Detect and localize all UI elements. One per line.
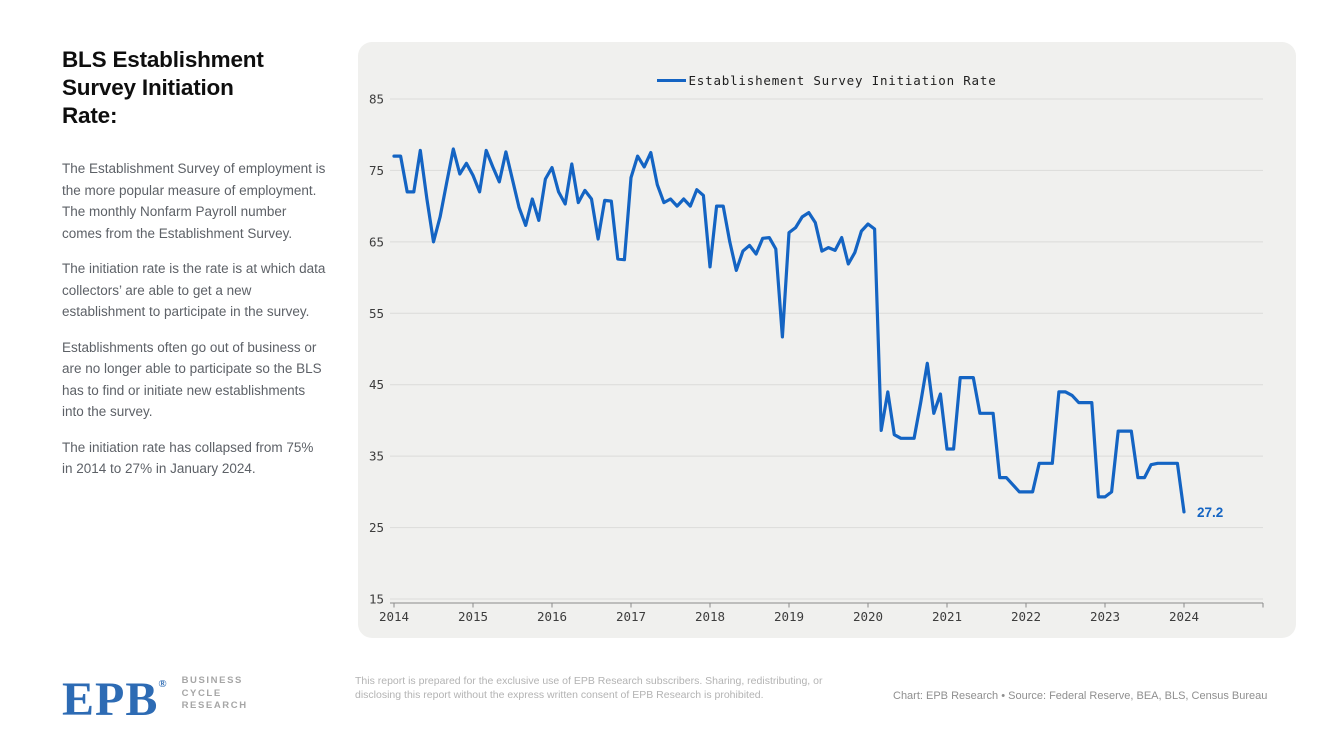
svg-text:65: 65 (369, 234, 384, 249)
logo-subtitle-line-1: BUSINESS (181, 675, 243, 687)
legend-label: Establishement Survey Initiation Rate (688, 73, 997, 88)
sidebar-paragraph-3: Establishments often go out of business … (62, 339, 322, 420)
epb-logo-text: EPB (62, 673, 159, 726)
end-value-label: 27.2 (1197, 505, 1223, 520)
svg-text:2019: 2019 (774, 609, 804, 624)
sidebar-paragraph-1: The Establishment Survey of employment i… (62, 161, 326, 241)
chart-source-credit: Chart: EPB Research • Source: Federal Re… (893, 690, 1268, 702)
page-title: BLS Establishment Survey Initiation Rate… (62, 47, 264, 128)
svg-text:2015: 2015 (458, 609, 488, 624)
svg-text:2022: 2022 (1011, 609, 1041, 624)
svg-text:2014: 2014 (379, 609, 409, 624)
svg-text:2018: 2018 (695, 609, 725, 624)
svg-text:2021: 2021 (932, 609, 962, 624)
disclaimer-text: This report is prepared for the exclusiv… (355, 675, 823, 701)
logo-subtitle-line-3: RESEARCH (181, 700, 248, 712)
svg-text:55: 55 (369, 306, 384, 321)
svg-text:15: 15 (369, 592, 384, 607)
svg-text:2024: 2024 (1169, 609, 1199, 624)
sidebar: BLS Establishment Survey Initiation Rate… (62, 46, 326, 494)
sidebar-paragraph-2: The initiation rate is the rate is at wh… (62, 261, 326, 319)
svg-text:2017: 2017 (616, 609, 646, 624)
svg-text:75: 75 (369, 163, 384, 178)
chart-panel: Establishement Survey Initiation Rate 85… (358, 42, 1296, 638)
initiation-rate-line (392, 147, 1186, 514)
legend-line-swatch (657, 78, 687, 83)
chart-legend: Establishement Survey Initiation Rate (358, 73, 1296, 88)
svg-text:2020: 2020 (853, 609, 883, 624)
logo-subtitle-line-2: CYCLE (181, 687, 222, 699)
svg-text:45: 45 (369, 377, 384, 392)
svg-text:2016: 2016 (537, 609, 567, 624)
epb-logo: EPB® BUSINESS CYCLE RESEARCH (62, 660, 248, 724)
sidebar-paragraph-4: The initiation rate has collapsed from 7… (62, 439, 314, 477)
registered-trademark-icon: ® (158, 678, 167, 690)
epb-logo-subtitle: BUSINESS CYCLE RESEARCH (182, 671, 248, 713)
svg-text:2023: 2023 (1090, 609, 1120, 624)
svg-text:35: 35 (369, 449, 384, 464)
svg-text:85: 85 (369, 92, 384, 107)
svg-text:25: 25 (369, 520, 384, 535)
epb-logo-wordmark: EPB® (62, 660, 167, 724)
initiation-rate-line-chart: 85 75 65 55 45 35 25 15 2014 2015 2016 2017 2018 2019… (369, 92, 1264, 624)
